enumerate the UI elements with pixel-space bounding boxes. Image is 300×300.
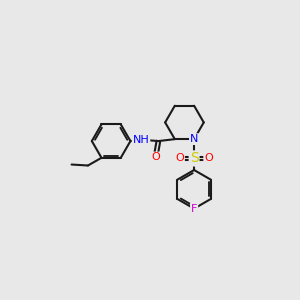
Text: O: O [175, 153, 184, 164]
Text: F: F [191, 204, 197, 214]
Text: S: S [190, 152, 199, 165]
Text: O: O [151, 152, 160, 163]
Text: N: N [190, 134, 198, 144]
Text: NH: NH [133, 135, 149, 145]
Text: O: O [204, 153, 213, 164]
